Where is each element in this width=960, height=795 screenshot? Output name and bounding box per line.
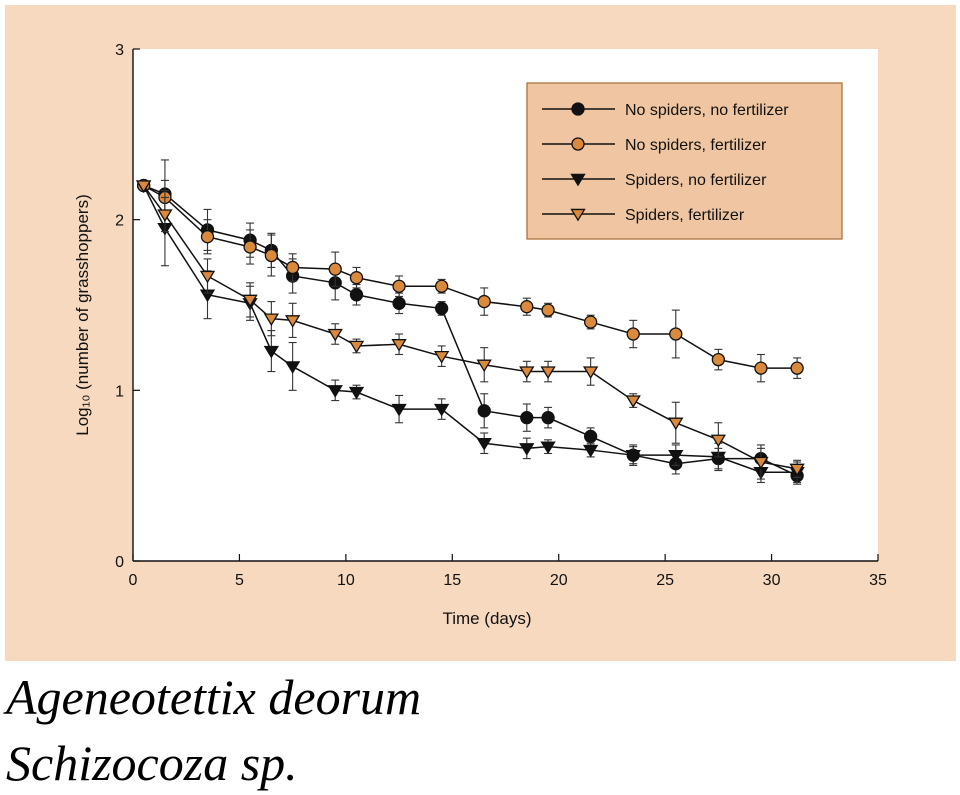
legend-label: Spiders, fertilizer	[625, 207, 745, 224]
data-point	[583, 429, 598, 444]
grasshopper-chart: 0 5 10 15 20 25 30 35 0 1 2 3 Time (days) Log₁₀ (nu…	[73, 42, 887, 628]
legend-label: No spiders, fertilizer	[625, 137, 767, 154]
legend-marker	[571, 137, 585, 151]
x-tick-label: 20	[550, 572, 568, 589]
data-point	[540, 441, 556, 455]
data-point	[391, 403, 407, 417]
data-point	[520, 300, 534, 314]
data-point	[327, 328, 343, 342]
x-tick-label: 35	[869, 572, 887, 589]
data-point	[477, 294, 491, 309]
data-point	[583, 315, 598, 329]
data-point	[284, 315, 301, 328]
data-point	[242, 294, 258, 308]
axes: 0 5 10 15 20 25 30 35 0 1 2 3	[115, 42, 887, 589]
x-axis-label: Time (days)	[442, 609, 531, 628]
species-caption-grasshopper: Ageneotettix deorum	[6, 669, 422, 725]
series-4	[135, 180, 805, 480]
x-tick-label: 5	[235, 572, 244, 589]
data-point	[519, 443, 535, 456]
data-point	[348, 340, 365, 354]
data-point	[285, 260, 300, 275]
data-point	[476, 359, 492, 373]
data-point	[790, 361, 804, 375]
data-point	[476, 438, 492, 451]
data-point	[200, 230, 215, 244]
data-point	[349, 288, 364, 302]
x-tick-label: 25	[656, 572, 674, 589]
species-caption-spider: Schizocoza sp.	[6, 735, 298, 791]
y-tick-label: 1	[115, 383, 124, 400]
data-point	[348, 386, 365, 400]
data-point	[626, 327, 640, 341]
data-point	[541, 303, 555, 317]
legend: No spiders, no fertilizer No spiders, fer…	[526, 82, 843, 240]
x-tick-label: 10	[337, 572, 355, 589]
data-point	[669, 327, 683, 341]
data-point	[284, 361, 301, 374]
data-point	[243, 240, 257, 254]
data-point	[625, 395, 641, 409]
data-point	[789, 463, 805, 477]
data-point	[710, 434, 727, 448]
data-point	[520, 410, 534, 425]
data-point	[434, 279, 449, 293]
data-point	[582, 366, 599, 379]
figure-panel: 0 5 10 15 20 25 30 35 0 1 2 3 Time (days) Log₁₀ (nu…	[5, 5, 956, 661]
y-tick-label: 2	[115, 213, 124, 230]
data-point	[582, 444, 599, 458]
data-point	[519, 366, 535, 379]
x-tick-label: 15	[443, 572, 461, 589]
legend-label: No spiders, no fertilizer	[625, 102, 789, 119]
data-point	[754, 361, 768, 375]
data-point	[668, 417, 684, 431]
data-point	[625, 449, 641, 463]
data-point	[263, 313, 280, 327]
data-point	[541, 410, 555, 425]
data-point	[199, 270, 216, 284]
data-point	[753, 456, 769, 470]
data-point	[433, 403, 450, 417]
y-tick-label: 3	[115, 42, 124, 59]
data-point	[327, 385, 343, 398]
data-point	[157, 209, 173, 222]
data-point	[540, 366, 556, 379]
data-point	[349, 271, 364, 285]
data-point	[433, 350, 450, 364]
data-point	[263, 345, 280, 359]
data-point	[135, 180, 152, 193]
x-tick-label: 30	[763, 572, 781, 589]
data-point	[328, 262, 342, 276]
data-point	[392, 279, 406, 293]
data-point	[711, 352, 726, 367]
data-point	[391, 339, 407, 352]
data-point	[434, 301, 449, 316]
x-tick-label: 0	[129, 572, 138, 589]
legend-marker	[571, 102, 585, 116]
y-tick-label: 0	[115, 554, 124, 571]
data-point	[477, 404, 491, 418]
data-point	[392, 296, 406, 310]
data-point	[264, 248, 279, 263]
series-layer	[135, 159, 805, 485]
data-point	[668, 449, 684, 463]
legend-label: Spiders, no fertilizer	[625, 172, 767, 189]
legend-marker	[570, 208, 586, 222]
legend-marker	[570, 173, 586, 187]
y-axis-label: Log₁₀ (number of grasshoppers)	[73, 194, 92, 435]
